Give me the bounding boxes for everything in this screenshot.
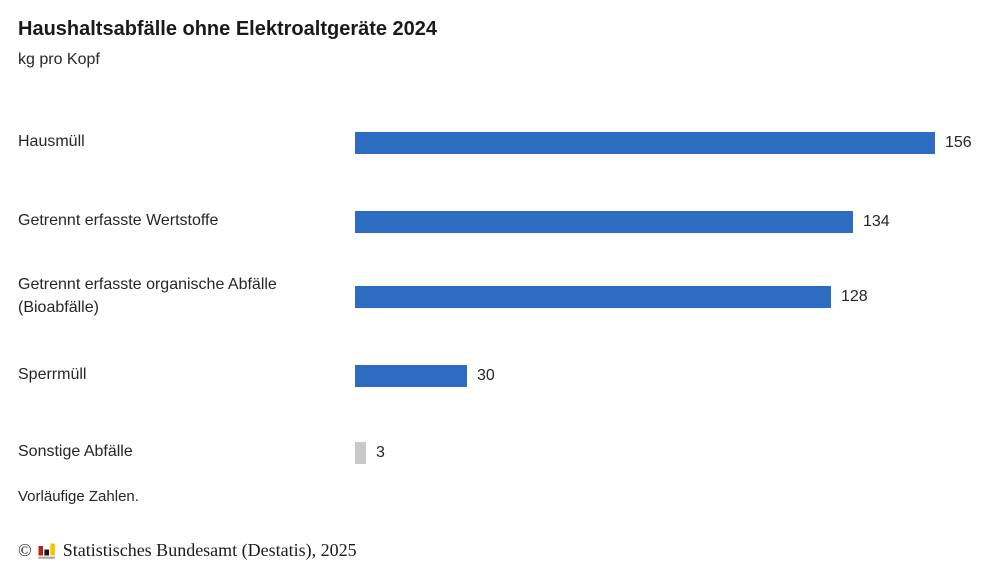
destatis-bar-chart-logo-icon — [38, 543, 55, 559]
bar — [355, 441, 366, 464]
bar-track: 3 — [355, 441, 994, 464]
value-label: 156 — [945, 133, 972, 151]
bar-track: 156 — [355, 131, 994, 154]
category-label: Sperrmüll — [18, 366, 87, 384]
bar-track: 128 — [355, 285, 994, 308]
bar — [355, 285, 831, 308]
chart-row: Sperrmüll 30 — [18, 364, 994, 387]
footnote: Vorläufige Zahlen. — [18, 488, 139, 505]
bar-track: 30 — [355, 364, 994, 387]
value-label: 128 — [841, 287, 868, 305]
chart-subtitle: kg pro Kopf — [18, 51, 100, 68]
category-label: Getrennt erfasste organische Abfälle (Bi… — [18, 276, 277, 316]
bar-track: 134 — [355, 210, 994, 233]
bar — [355, 364, 467, 387]
bar — [355, 131, 935, 154]
chart-row: Sonstige Abfälle 3 — [18, 441, 994, 464]
value-label: 134 — [863, 212, 890, 230]
bar — [355, 210, 853, 233]
chart-title: Haushaltsabfälle ohne Elektroaltgeräte 2… — [18, 18, 438, 40]
category-label: Sonstige Abfälle — [18, 443, 133, 461]
category-label: Getrennt erfasste Wertstoffe — [18, 212, 219, 230]
chart-row: Hausmüll 156 — [18, 131, 994, 154]
value-label: 30 — [477, 366, 495, 384]
copyright-symbol: © — [18, 540, 32, 560]
value-label: 3 — [376, 443, 385, 461]
source-line: © Statistisches Bundesamt (Destatis), 20… — [18, 540, 357, 561]
category-label: Hausmüll — [18, 133, 85, 151]
chart-row: Getrennt erfasste Wertstoffe 134 — [18, 210, 994, 233]
source-text: Statistisches Bundesamt (Destatis), 2025 — [62, 540, 357, 560]
chart-row: Getrennt erfasste organische Abfälle (Bi… — [18, 276, 994, 315]
